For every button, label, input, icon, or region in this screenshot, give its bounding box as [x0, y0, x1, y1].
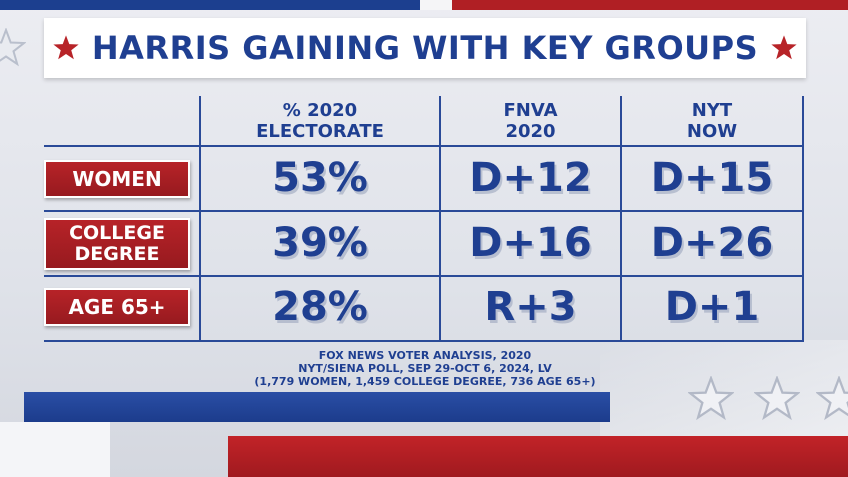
footnote-line: NYT/SIENA POLL, SEP 29-OCT 6, 2024, LV [298, 362, 552, 375]
star-icon [53, 35, 79, 60]
outline-star-icon [754, 376, 800, 421]
grid-line [802, 96, 804, 342]
table-cell: R+3 [484, 284, 577, 330]
footnote-line: (1,779 WOMEN, 1,459 COLLEGE DEGREE, 736 … [254, 375, 596, 388]
row-label-age-65: AGE 65+ [44, 288, 190, 326]
table-cell: 53% [272, 155, 368, 201]
table-cell: D+26 [650, 220, 774, 266]
grid-line [44, 145, 804, 147]
row-label-text: DEGREE [74, 243, 160, 265]
row-label-text: COLLEGE [69, 222, 165, 244]
row-label-college-degree: COLLEGE DEGREE [44, 218, 190, 270]
row-label-women: WOMEN [44, 160, 190, 198]
grid-line [199, 96, 201, 342]
table-cell: D+12 [469, 155, 592, 201]
bottom-red-bar [228, 436, 848, 477]
table-cell: 28% [272, 284, 368, 330]
top-blue-stripe [0, 0, 420, 10]
table-cell: D+16 [469, 220, 592, 266]
bottom-white-block [0, 422, 110, 477]
column-header-line: % 2020 [282, 100, 358, 121]
outline-star-icon [688, 376, 734, 421]
grid-line [44, 210, 804, 212]
top-white-stripe [420, 0, 452, 10]
background-wedge [600, 340, 848, 440]
grid-line [44, 340, 804, 342]
column-header-fnva: FNVA 2020 [441, 100, 620, 142]
outline-star-icon [816, 376, 848, 421]
column-header-nyt: NYT NOW [622, 100, 802, 142]
column-header-line: 2020 [505, 121, 556, 142]
top-red-stripe [452, 0, 848, 10]
outline-star-icon [0, 28, 26, 67]
row-label-text: WOMEN [72, 167, 162, 191]
table-cell: 39% [272, 220, 368, 266]
page-title: HARRIS GAINING WITH KEY GROUPS [91, 29, 759, 67]
table-cell: D+1 [664, 284, 760, 330]
column-header-electorate: % 2020 ELECTORATE [201, 100, 439, 142]
row-label-text: AGE 65+ [68, 295, 166, 319]
column-header-line: NOW [686, 121, 738, 142]
column-header-line: ELECTORATE [256, 121, 384, 142]
table-cell: D+15 [650, 155, 774, 201]
grid-line [620, 96, 622, 342]
grid-line [439, 96, 441, 342]
star-icon [771, 35, 797, 60]
title-bar: HARRIS GAINING WITH KEY GROUPS [44, 18, 806, 78]
bottom-blue-bar [24, 392, 610, 422]
footnote-line: FOX NEWS VOTER ANALYSIS, 2020 [318, 349, 532, 362]
column-header-line: NYT [691, 100, 733, 121]
column-header-line: FNVA [503, 100, 558, 121]
grid-line [44, 275, 804, 277]
source-footnote: FOX NEWS VOTER ANALYSIS, 2020 NYT/SIENA … [210, 349, 640, 388]
